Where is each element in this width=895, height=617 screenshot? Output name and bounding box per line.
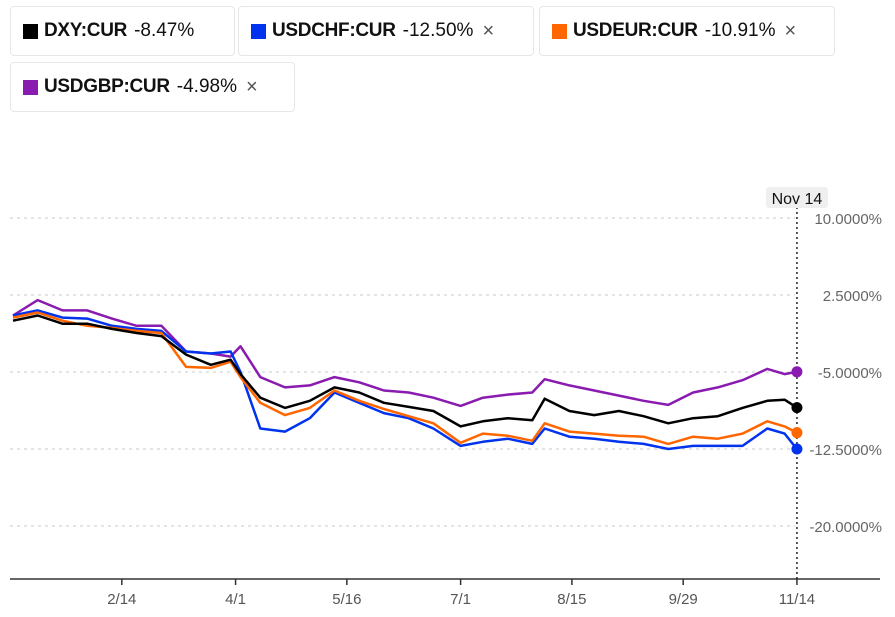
legend-swatch [251,23,266,39]
legend-swatch [23,23,38,39]
y-tick-label: -20.0000% [809,519,882,536]
legend-chip-dxy[interactable]: DXY:CUR -8.47% [10,6,235,56]
x-tick-label: 7/1 [450,591,471,608]
series-line-dxy [12,314,798,428]
legend-chip-usdgbp[interactable]: USDGBP:CUR -4.98% × [10,62,295,112]
crosshair-label-box [765,187,828,208]
crosshair-label: Nov 14 [772,191,823,208]
end-point-marker [791,402,803,414]
legend-change: -8.47% [134,20,195,41]
y-tick-label: -5.0000% [818,365,882,382]
y-tick-label: 10.0000% [814,211,882,228]
series-line-usdgbp [12,298,798,408]
close-icon[interactable]: × [482,19,495,42]
end-point-marker [791,443,803,455]
close-icon[interactable]: × [245,75,258,98]
end-point-marker [791,427,803,439]
legend-chip-usdchf[interactable]: USDCHF:CUR -12.50% × [238,6,534,56]
end-point-marker [791,366,803,378]
legend-change: -10.91% [704,20,776,41]
legend-change: -4.98% [176,76,237,97]
x-tick-label: 2/14 [107,591,136,608]
y-tick-label: 2.5000% [823,288,882,305]
legend-chip-usdeur[interactable]: USDEUR:CUR -10.91% × [539,6,835,56]
legend-symbol: USDCHF:CUR [272,20,396,41]
legend-swatch [552,23,567,39]
legend-change: -12.50% [402,20,474,41]
x-tick-label: 5/16 [332,591,361,608]
series-line-usdchf [12,309,798,451]
x-tick-label: 9/29 [669,591,698,608]
x-tick-label: 11/14 [779,591,815,608]
series-line-usdeur [12,311,798,446]
close-icon[interactable]: × [784,19,797,42]
legend-symbol: USDGBP:CUR [44,76,170,97]
legend-symbol: DXY:CUR [44,20,128,41]
legend-swatch [23,79,38,95]
x-tick-label: 8/15 [557,591,586,608]
y-tick-label: -12.5000% [809,442,882,459]
x-tick-label: 4/1 [225,591,246,608]
legend-symbol: USDEUR:CUR [573,20,698,41]
